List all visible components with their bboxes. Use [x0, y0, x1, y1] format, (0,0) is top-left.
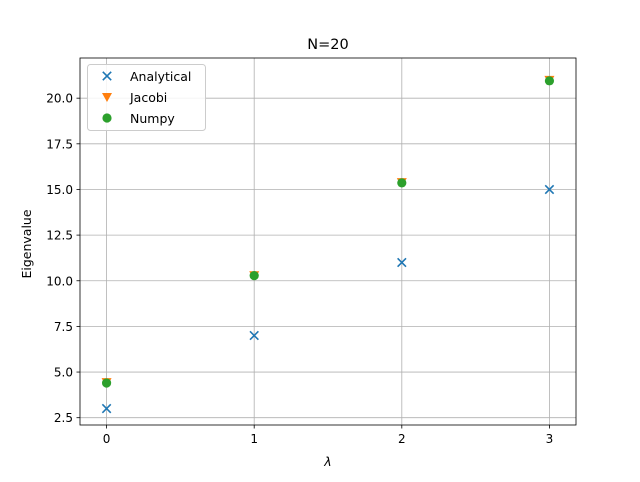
- x-tick-label: 2: [398, 432, 406, 446]
- y-tick-label: 2.5: [54, 411, 73, 425]
- legend-markers: [102, 71, 112, 123]
- data-point-numpy: [101, 378, 112, 388]
- legend-label-numpy: Numpy: [130, 111, 175, 126]
- legend-label-analytical: Analytical: [130, 69, 191, 84]
- legend-marker-jacobi: [102, 93, 112, 102]
- data-point-analytical: [249, 330, 259, 341]
- x-tick-label: 3: [546, 432, 554, 446]
- x-tick-label: 1: [250, 432, 258, 446]
- y-tick-label: 12.5: [46, 229, 73, 243]
- grid-lines: [80, 58, 576, 425]
- legend: Analytical Jacobi Numpy: [87, 64, 206, 131]
- plot-frame: [79, 57, 577, 426]
- x-axis-ticks: 0 1 2 3: [103, 425, 553, 446]
- y-tick-label: 15.0: [46, 183, 73, 197]
- x-tick-label: 0: [103, 432, 111, 446]
- legend-label-jacobi: Jacobi: [129, 90, 167, 105]
- series-numpy: [101, 76, 555, 388]
- y-axis-label: Eigenvalue: [19, 209, 34, 278]
- data-series: [101, 75, 555, 414]
- y-tick-label: 20.0: [46, 92, 73, 106]
- chart-title: N=20: [307, 37, 348, 53]
- data-point-numpy: [544, 76, 555, 86]
- legend-box: [87, 64, 206, 131]
- y-axis-ticks: 2.5 5.0 7.5 10.0 12.5 15.0 17.5 20.0: [46, 92, 80, 425]
- legend-marker-numpy: [102, 113, 112, 123]
- data-point-numpy: [249, 271, 259, 281]
- y-tick-label: 17.5: [46, 137, 73, 151]
- legend-marker-analytical: [102, 71, 112, 81]
- data-point-analytical: [397, 257, 407, 268]
- series-analytical: [101, 184, 555, 414]
- data-point-numpy: [397, 178, 407, 188]
- y-tick-label: 10.0: [46, 274, 73, 288]
- y-tick-label: 5.0: [54, 366, 73, 380]
- x-axis-label: λ: [323, 454, 331, 469]
- data-point-analytical: [544, 184, 555, 195]
- y-tick-label: 7.5: [54, 320, 73, 334]
- data-point-analytical: [101, 403, 112, 414]
